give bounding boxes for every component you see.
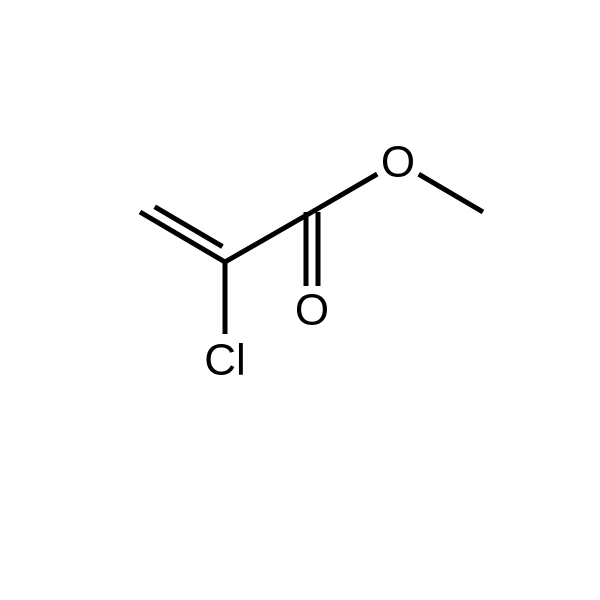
atom-label-odbl: O — [295, 286, 329, 335]
bond-line — [419, 174, 483, 212]
atom-label-cl: Cl — [204, 336, 246, 385]
molecule-diagram: Cl O O — [0, 0, 600, 600]
bond-line — [225, 212, 312, 262]
bond-line — [140, 212, 225, 262]
atom-label-osng: O — [381, 138, 415, 187]
bond-line — [312, 174, 377, 212]
